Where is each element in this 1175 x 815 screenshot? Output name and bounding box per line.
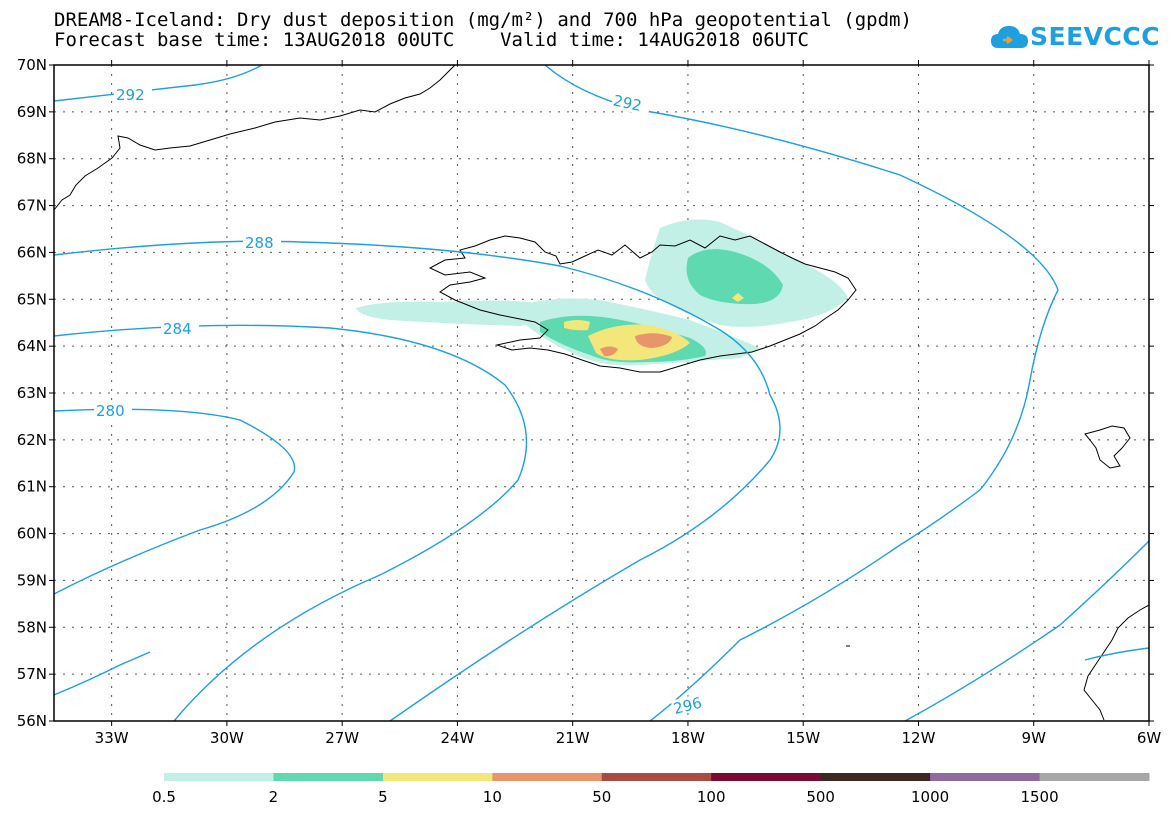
contour-label-group: 292 292 288 284 280 296 — [94, 86, 712, 718]
map-axes: 70N 69N 68N 67N 66N 65N 64N 63N 62N 61N 60N 59N 58N 5… — [17, 56, 1162, 747]
cloud-icon — [991, 26, 1028, 48]
contour-296 — [904, 540, 1149, 721]
grid-lines — [54, 65, 1149, 721]
geopotential-contours — [54, 65, 1149, 721]
dust-area-veryhigh-b — [600, 346, 618, 357]
dust-deposition-shading — [356, 219, 848, 366]
lat-label: 70N — [17, 56, 47, 74]
lon-label: 27W — [325, 729, 359, 747]
lat-label: 58N — [17, 618, 47, 636]
lon-label: 12W — [902, 729, 936, 747]
lon-label: 9W — [1022, 729, 1047, 747]
lat-label: 63N — [17, 384, 47, 402]
greenland-coastline — [54, 65, 456, 211]
lon-label: 30W — [210, 729, 244, 747]
dust-area-high-west — [564, 320, 590, 331]
contour-288 — [54, 240, 781, 721]
lat-label: 62N — [17, 431, 47, 449]
lon-label: 33W — [95, 729, 129, 747]
legend-label: 100 — [697, 788, 726, 806]
lat-label: 64N — [17, 337, 47, 355]
legend-swatch — [820, 773, 931, 781]
legend-label: 5 — [378, 788, 388, 806]
map-frame — [53, 64, 1150, 722]
dust-area-veryhigh-a — [635, 333, 672, 348]
contour-300 — [1084, 647, 1149, 661]
lon-label: 15W — [786, 729, 820, 747]
lat-label: 56N — [17, 712, 47, 730]
lat-label: 60N — [17, 525, 47, 543]
map-title-line2: Forecast base time: 13AUG2018 00UTC Vali… — [54, 29, 809, 51]
map-title-line1: DREAM8-Iceland: Dry dust deposition (mg/… — [54, 9, 912, 31]
lon-label: 21W — [556, 729, 590, 747]
legend-label: 500 — [806, 788, 835, 806]
dust-area-mid-north — [686, 249, 783, 305]
contour-label: 284 — [163, 320, 192, 338]
iceland-coastline — [428, 235, 857, 373]
dust-area-high-north — [732, 293, 744, 302]
legend-swatch — [492, 773, 603, 781]
legend-swatch — [164, 773, 274, 781]
contour-label: 288 — [245, 234, 274, 252]
lat-label: 61N — [17, 478, 47, 496]
contour-label: 296 — [672, 694, 704, 718]
lon-label: 24W — [440, 729, 474, 747]
lat-label: 59N — [17, 571, 47, 589]
lon-label: 6W — [1137, 729, 1162, 747]
lat-label: 66N — [17, 243, 47, 261]
contour-280 — [54, 408, 296, 595]
legend-swatch — [273, 773, 384, 781]
logo-text: SEEVCCC — [1030, 22, 1161, 51]
legend-swatch — [601, 773, 712, 781]
shetland-islands — [1084, 425, 1131, 469]
lon-label: 18W — [671, 729, 705, 747]
legend-label: 1500 — [1020, 788, 1058, 806]
map-plot-area: 292 292 288 284 280 296 — [54, 65, 1149, 721]
legend-label: 0.5 — [152, 788, 176, 806]
lat-label: 67N — [17, 197, 47, 215]
lat-label: 65N — [17, 290, 47, 308]
contour-292-east — [544, 65, 1059, 721]
contour-label: 292 — [612, 91, 644, 115]
lat-label: 69N — [17, 103, 47, 121]
lat-label: 68N — [17, 150, 47, 168]
lat-label: 57N — [17, 665, 47, 683]
seevccc-logo: SEEVCCC — [990, 20, 1160, 56]
legend-swatch — [930, 773, 1041, 781]
legend-swatch — [1039, 773, 1150, 781]
contour-292-west — [54, 65, 263, 102]
legend-label: 10 — [483, 788, 502, 806]
coastlines — [54, 65, 1149, 721]
contour-label: 292 — [116, 86, 145, 104]
dust-area-low-west — [356, 300, 560, 326]
contour-label: 280 — [96, 402, 125, 420]
contour-284-south — [54, 651, 151, 696]
contour-284 — [54, 324, 528, 721]
scotland-coastline — [1083, 604, 1149, 721]
legend-swatch — [711, 773, 822, 781]
legend-label: 1000 — [911, 788, 949, 806]
colorbar-legend: 0.5 2 5 10 50 100 500 1000 1500 — [152, 773, 1150, 806]
legend-label: 50 — [592, 788, 611, 806]
legend-swatch — [382, 773, 493, 781]
legend-label: 2 — [269, 788, 279, 806]
